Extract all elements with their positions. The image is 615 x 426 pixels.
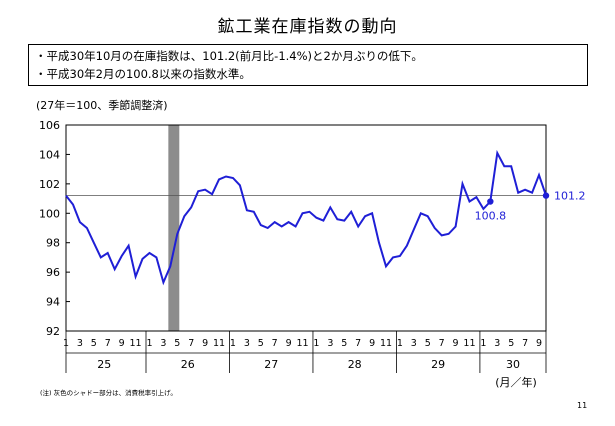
y-tick-label: 96 [46,266,60,279]
unit-note: (27年＝100、季節調整済) [36,99,168,112]
y-tick-label: 92 [46,325,60,338]
x-month-label: 1 [313,338,319,349]
year-label: 27 [264,358,278,371]
x-month-label: 1 [146,338,152,349]
y-tick-label: 100 [39,207,60,220]
annotation-label: 101.2 [554,190,586,203]
x-month-label: 7 [439,338,445,349]
x-month-label: 5 [258,338,264,349]
x-month-label: 1 [230,338,236,349]
x-month-label: 5 [174,338,180,349]
x-month-label: 3 [244,338,250,349]
x-axis-label: (月／年) [495,375,537,389]
y-tick-label: 98 [46,237,60,250]
x-month-label: 9 [536,338,542,349]
x-month-label: 3 [411,338,417,349]
year-label: 26 [181,358,195,371]
y-tick-label: 94 [46,296,60,309]
x-month-label: 5 [341,338,347,349]
x-month-label: 9 [369,338,375,349]
page-number: 11 [577,401,588,410]
x-month-label: 5 [425,338,431,349]
x-month-label: 3 [327,338,333,349]
x-month-label: 3 [494,338,500,349]
footnote: (注) 灰色のシャドー部分は、消費税率引上げ。 [40,389,177,397]
summary-line-2: ・平成30年2月の100.8以来の指数水準。 [35,67,251,81]
x-month-label: 5 [91,338,97,349]
x-month-label: 7 [188,338,194,349]
summary-box: ・平成30年10月の在庫指数は、101.2(前月比-1.4%)と2か月ぶりの低下… [28,44,588,86]
x-month-label: 3 [77,338,83,349]
annotation-marker [487,198,494,205]
x-month-label: 9 [453,338,459,349]
year-label: 25 [97,358,111,371]
x-month-label: 9 [286,338,292,349]
x-month-label: 5 [508,338,514,349]
x-month-label: 11 [380,338,392,349]
x-month-label: 3 [160,338,166,349]
annotation-marker [542,192,550,199]
x-month-label: 9 [119,338,125,349]
year-label: 28 [348,358,362,371]
x-month-label: 7 [272,338,278,349]
x-month-label: 9 [202,338,208,349]
x-month-label: 7 [355,338,361,349]
x-month-label: 7 [522,338,528,349]
page-title: 鉱工業在庫指数の動向 [217,17,398,37]
series-line [65,149,547,286]
x-month-label: 7 [105,338,111,349]
y-tick-label: 106 [39,119,60,132]
y-tick-label: 104 [39,148,60,161]
y-tick-label: 102 [39,178,60,191]
x-month-label: 11 [130,338,142,349]
x-month-label: 11 [463,338,475,349]
x-month-label: 1 [397,338,403,349]
x-month-label: 1 [480,338,486,349]
annotation-label: 100.8 [475,210,507,223]
plot-frame [65,124,547,332]
x-month-label: 11 [213,338,225,349]
summary-line-1: ・平成30年10月の在庫指数は、101.2(前月比-1.4%)と2か月ぶりの低下… [35,49,423,63]
year-label: 29 [431,358,445,371]
shaded-period-0 [168,125,180,331]
x-month-label: 11 [296,338,308,349]
year-label: 30 [506,358,520,371]
